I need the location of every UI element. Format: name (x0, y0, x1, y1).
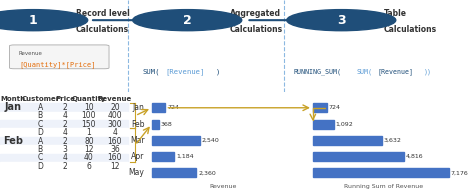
Bar (0, 154, 128, 162)
Bar (0, 162, 128, 171)
Text: 1: 1 (86, 128, 91, 137)
Bar (313, 120, 334, 129)
Text: 3,632: 3,632 (383, 138, 401, 143)
Text: 1,092: 1,092 (336, 121, 353, 127)
Text: 80: 80 (84, 137, 94, 146)
Text: Feb: Feb (3, 136, 23, 146)
Bar (0, 128, 128, 137)
Text: Quantity: Quantity (72, 96, 106, 102)
Text: 7,176: 7,176 (451, 170, 468, 175)
Text: Revenue: Revenue (98, 96, 132, 102)
Text: Apr: Apr (131, 152, 145, 161)
Text: 12: 12 (110, 162, 120, 171)
Bar (313, 168, 449, 177)
Text: 724: 724 (167, 105, 179, 110)
Text: 2: 2 (63, 120, 68, 129)
Circle shape (0, 10, 88, 31)
Text: 100: 100 (82, 111, 96, 120)
Text: 4: 4 (63, 111, 68, 120)
Bar (152, 136, 200, 145)
Text: 20: 20 (110, 103, 120, 112)
Text: 6: 6 (86, 162, 91, 171)
Text: 10: 10 (84, 103, 94, 112)
Bar (152, 152, 174, 161)
Text: Feb: Feb (131, 120, 145, 129)
Text: 300: 300 (108, 120, 122, 129)
Text: Customer: Customer (21, 96, 59, 102)
Text: 1,184: 1,184 (176, 154, 194, 159)
Text: D: D (37, 162, 43, 171)
Text: SUM(: SUM( (356, 68, 373, 75)
Text: 2: 2 (63, 162, 68, 171)
Circle shape (133, 10, 242, 31)
Bar (0, 137, 128, 145)
Text: 368: 368 (161, 121, 173, 127)
Text: Calculations: Calculations (384, 25, 437, 34)
Text: 150: 150 (82, 120, 96, 129)
Text: 2,360: 2,360 (198, 170, 216, 175)
Text: Price: Price (55, 96, 75, 102)
Text: 400: 400 (108, 111, 122, 120)
Circle shape (287, 10, 396, 31)
Text: RUNNING_SUM(: RUNNING_SUM( (294, 68, 342, 75)
Text: Revenue: Revenue (19, 51, 43, 56)
Text: D: D (37, 128, 43, 137)
Text: Calculations: Calculations (76, 25, 129, 34)
Bar (0, 145, 128, 154)
Text: 1: 1 (29, 14, 37, 27)
Text: 160: 160 (108, 137, 122, 146)
Text: ): ) (216, 68, 220, 75)
Text: [Quantity]*[Price]: [Quantity]*[Price] (19, 61, 95, 68)
Bar (152, 103, 165, 112)
Text: B: B (38, 145, 43, 154)
Text: 3: 3 (63, 145, 68, 154)
Bar (0, 112, 128, 120)
Text: 3: 3 (337, 14, 346, 27)
Text: 2,540: 2,540 (202, 138, 219, 143)
Text: 2: 2 (63, 103, 68, 112)
Text: Revenue: Revenue (209, 184, 237, 189)
Text: 36: 36 (110, 145, 120, 154)
Text: [Revenue]: [Revenue] (165, 68, 204, 75)
Bar (0, 120, 128, 128)
Text: Record level: Record level (76, 9, 129, 18)
FancyBboxPatch shape (9, 45, 109, 69)
Bar (0, 103, 128, 112)
Text: Jan: Jan (133, 103, 145, 112)
Text: A: A (37, 137, 43, 146)
Text: SUM(: SUM( (142, 68, 160, 75)
Text: C: C (37, 120, 43, 129)
Text: 724: 724 (328, 105, 340, 110)
Bar (313, 103, 327, 112)
Bar (313, 136, 382, 145)
Text: Mar: Mar (130, 136, 145, 145)
Text: Table: Table (384, 9, 407, 18)
Text: B: B (38, 111, 43, 120)
Bar (313, 152, 404, 161)
Text: Aggregated: Aggregated (230, 9, 281, 18)
Text: Jan: Jan (5, 102, 21, 112)
Text: 2: 2 (63, 137, 68, 146)
Text: May: May (129, 168, 145, 177)
Text: Running Sum of Revenue: Running Sum of Revenue (345, 184, 423, 189)
Text: 4: 4 (63, 154, 68, 163)
Bar (152, 120, 159, 129)
Text: 4,816: 4,816 (406, 154, 424, 159)
Text: 2: 2 (183, 14, 191, 27)
Text: 4: 4 (112, 128, 118, 137)
Bar (152, 168, 196, 177)
Text: 12: 12 (84, 145, 94, 154)
Text: Calculations: Calculations (230, 25, 283, 34)
Text: 160: 160 (108, 154, 122, 163)
Text: 40: 40 (84, 154, 94, 163)
Text: C: C (37, 154, 43, 163)
Text: [Revenue]: [Revenue] (377, 68, 413, 75)
Text: )): )) (424, 68, 432, 75)
Text: 4: 4 (63, 128, 68, 137)
Text: A: A (37, 103, 43, 112)
Text: Month: Month (0, 96, 26, 102)
